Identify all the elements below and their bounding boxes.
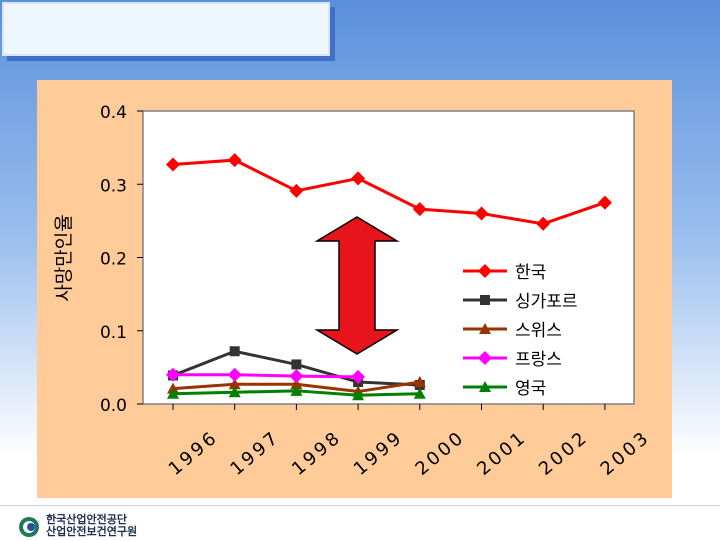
legend-label: 한국 (515, 263, 546, 283)
legend-label: 싱가포르 (515, 292, 578, 312)
legend-entry: 프랑스 (463, 350, 562, 370)
x-tick-label: 1999 (350, 427, 408, 480)
data-point (166, 367, 180, 382)
data-point (167, 387, 179, 399)
data-point (597, 195, 612, 210)
data-point (413, 376, 426, 388)
x-tick-label: 1997 (226, 427, 284, 480)
x-tick-label: 2002 (535, 427, 593, 480)
data-point (478, 351, 492, 365)
legend-entry: 스위스 (463, 321, 562, 341)
kosha-logo-icon (19, 517, 39, 537)
y-axis: 0.0 0.1 0.2 0.3 0.4 사망만인율 (53, 103, 143, 416)
series-line (172, 158, 606, 226)
y-tick-label: 0.2 (100, 250, 127, 270)
legend-label: 스위스 (515, 321, 562, 341)
org-name-line1: 한국산업안전공단 (46, 513, 127, 526)
data-point (480, 295, 490, 305)
footer: 한국산업안전공단 산업안전보건연구원 (0, 505, 720, 541)
data-point (536, 216, 551, 231)
data-point (474, 206, 489, 221)
x-tick-label: 2000 (412, 427, 470, 480)
y-tick-label: 0.1 (100, 323, 127, 343)
y-axis-label: 사망만인율 (53, 214, 75, 301)
series-4 (166, 367, 366, 384)
legend-label: 프랑스 (515, 350, 562, 370)
data-point (478, 264, 492, 278)
data-point (166, 157, 180, 172)
series-layer (166, 153, 612, 401)
legend-label: 영국 (515, 379, 546, 399)
data-point (479, 323, 491, 334)
comparison-double-arrow (314, 216, 400, 355)
data-point (228, 378, 241, 390)
org-name: 한국산업안전공단 산업안전보건연구원 (46, 514, 137, 538)
data-point (290, 378, 303, 390)
data-point (289, 369, 304, 384)
data-point (290, 384, 303, 396)
data-point (227, 367, 242, 382)
legend-entry: 싱가포르 (463, 292, 578, 312)
y-tick-label: 0.4 (100, 103, 127, 123)
legend-entry: 한국 (463, 263, 546, 283)
data-point (289, 183, 304, 198)
data-point (351, 171, 366, 186)
series-5 (167, 384, 426, 401)
y-tick-label: 0.3 (100, 176, 127, 196)
x-axis: 1996 1997 1998 1999 2000 2001 2002 2003 (165, 404, 655, 480)
data-point (413, 387, 426, 399)
data-point (412, 202, 427, 217)
x-tick-label: 2003 (597, 427, 655, 480)
data-point (479, 381, 491, 392)
org-name-line2: 산업안전보건연구원 (46, 525, 138, 538)
data-point (227, 153, 242, 168)
x-tick-label: 1998 (288, 427, 346, 480)
data-point (351, 369, 366, 384)
data-point (229, 346, 240, 357)
slide-title-box (2, 2, 330, 56)
legend-entry: 영국 (463, 379, 546, 399)
data-point (352, 389, 365, 401)
series-line (173, 373, 359, 379)
series-1 (166, 153, 612, 231)
data-point (228, 386, 241, 398)
x-tick-label: 2001 (473, 427, 531, 480)
y-tick-label: 0.0 (100, 396, 127, 416)
data-point (291, 359, 302, 370)
x-tick-label: 1996 (165, 427, 223, 480)
chart-panel: 0.0 0.1 0.2 0.3 0.4 사망만인율 1996 1997 1998 1999 200… (37, 80, 672, 498)
